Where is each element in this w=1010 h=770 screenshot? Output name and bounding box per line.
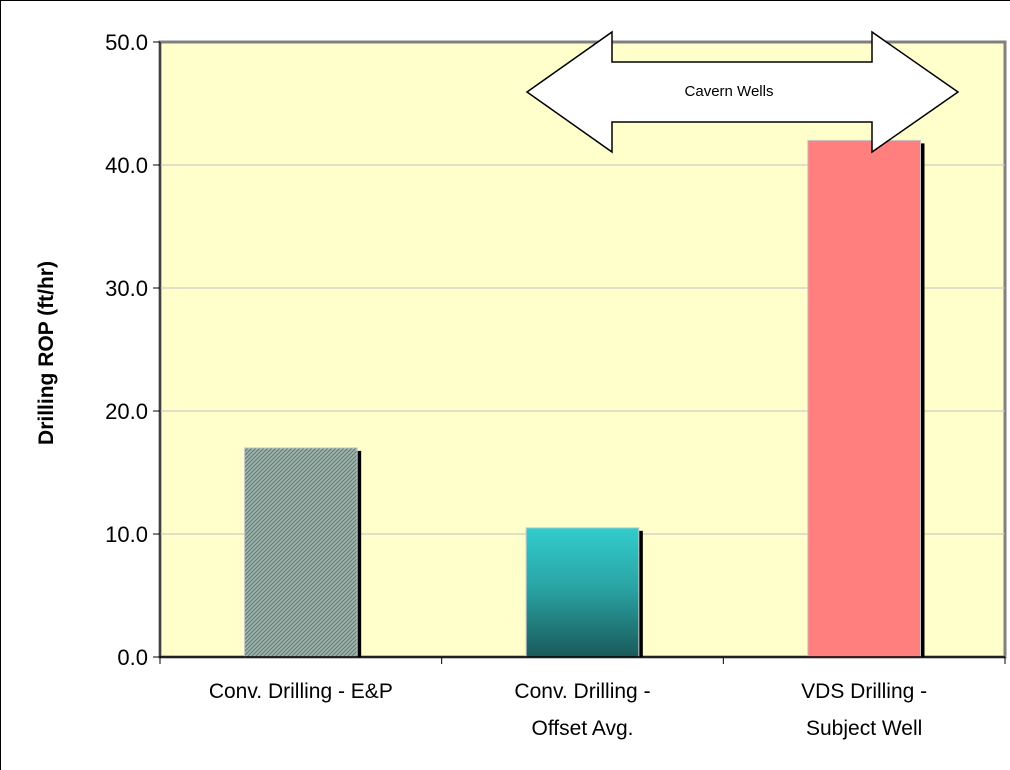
cavern-wells-label: Cavern Wells <box>685 83 774 100</box>
y-tick-label: 30.0 <box>105 276 148 301</box>
x-category-label: VDS Drilling - <box>801 680 927 703</box>
cavern-wells-annotation: Cavern Wells <box>525 30 960 154</box>
bar-shadow <box>357 450 362 657</box>
x-category-label: Conv. Drilling - E&P <box>209 680 393 703</box>
x-category-label: Subject Well <box>806 717 922 740</box>
bar <box>525 527 640 658</box>
y-tick-label: 10.0 <box>105 522 148 547</box>
x-axis: Conv. Drilling - E&P Conv. Drilling - Offs… <box>159 656 1006 740</box>
x-category-label: Conv. Drilling - <box>514 680 650 703</box>
y-tick-label: 20.0 <box>105 399 148 424</box>
y-axis-title: Drilling ROP (ft/hr) <box>35 261 58 445</box>
y-tick-label: 50.0 <box>105 30 148 55</box>
bar-shadow <box>638 530 643 657</box>
y-axis: 0.0 10.0 20.0 30.0 40.0 50.0 <box>105 30 161 670</box>
y-tick-label: 0.0 <box>117 645 148 670</box>
bar <box>807 139 921 658</box>
bar-shadow <box>920 143 925 657</box>
double-arrow-icon <box>525 30 960 154</box>
y-tick-label: 40.0 <box>105 153 148 178</box>
bar <box>244 447 358 658</box>
x-category-label: Offset Avg. <box>532 717 634 740</box>
